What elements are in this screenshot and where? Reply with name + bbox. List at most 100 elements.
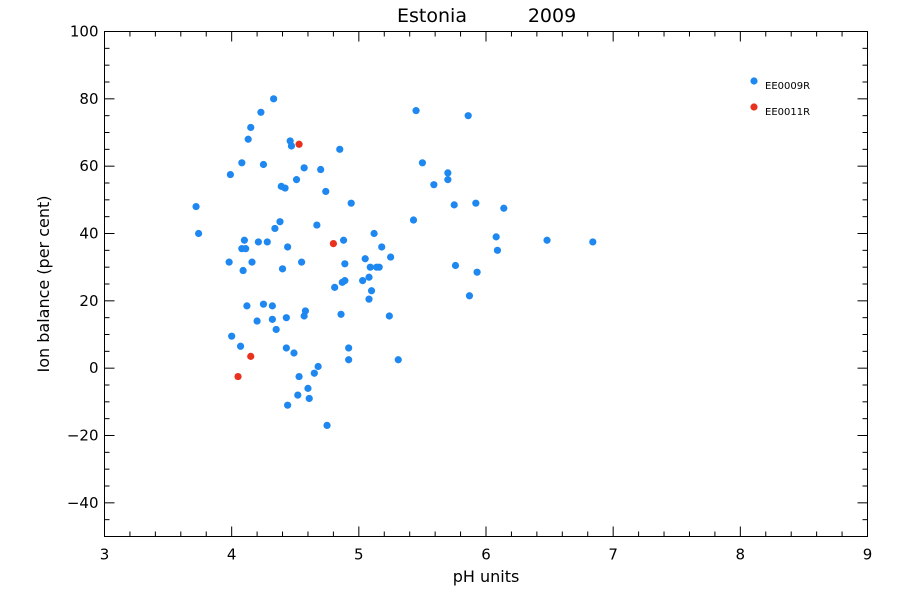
- y-tick-label: 100: [70, 23, 99, 41]
- data-point-ee0009r: [290, 349, 298, 357]
- y-tick-label: 80: [79, 90, 98, 108]
- data-point-ee0009r: [314, 362, 322, 371]
- data-point-ee0009r: [464, 112, 472, 120]
- data-point-ee0009r: [192, 202, 200, 211]
- data-point-ee0009r: [378, 243, 386, 251]
- x-tick-label: 4: [227, 546, 237, 564]
- data-point-ee0009r: [339, 236, 348, 244]
- data-point-ee0009r: [244, 135, 252, 143]
- y-axis-label: Ion balance (per cent): [34, 195, 53, 372]
- data-point-ee0009r: [370, 229, 378, 238]
- axis-tick-labels: 3 4 5 6 7 8 9 −40 −20 0 20 40 60 80 100: [67, 23, 872, 564]
- data-point-ee0009r: [195, 229, 203, 238]
- y-tick-label: −40: [67, 494, 99, 512]
- data-point-ee0009r: [259, 160, 268, 169]
- y-tick-label: 20: [79, 292, 98, 310]
- data-point-ee0009r: [313, 221, 321, 229]
- data-point-ee0009r: [254, 238, 262, 246]
- data-point-ee0009r: [247, 123, 255, 132]
- data-point-ee0009r: [409, 216, 418, 224]
- data-point-ee0009r: [322, 187, 330, 196]
- chart-title: Estonia: [397, 5, 467, 27]
- data-point-ee0009r: [444, 176, 452, 184]
- data-point-ee0009r: [300, 164, 308, 172]
- data-point-ee0009r: [337, 310, 345, 318]
- data-point-ee0009r: [394, 356, 402, 364]
- data-point-ee0009r: [257, 108, 265, 116]
- data-point-ee0011r: [234, 372, 242, 381]
- data-point-ee0009r: [365, 295, 373, 303]
- legend-marker: [750, 77, 758, 85]
- data-points: [192, 95, 597, 429]
- data-point-ee0009r: [492, 233, 500, 241]
- x-tick-label: 9: [863, 546, 873, 564]
- data-point-ee0009r: [493, 246, 502, 254]
- data-point-ee0009r: [238, 159, 246, 167]
- data-point-ee0009r: [450, 201, 458, 209]
- y-tick-label: 40: [79, 225, 98, 243]
- x-tick-label: 5: [354, 546, 364, 564]
- x-axis-label: pH units: [453, 567, 520, 586]
- y-tick-label: 60: [79, 157, 98, 175]
- data-point-ee0009r: [284, 401, 292, 409]
- data-point-ee0009r: [323, 421, 331, 429]
- data-point-ee0009r: [243, 302, 251, 310]
- data-point-ee0009r: [451, 261, 460, 270]
- legend: EE0009R EE0011R: [750, 77, 810, 118]
- data-point-ee0009r: [361, 255, 369, 263]
- data-point-ee0009r: [298, 258, 306, 266]
- data-point-ee0009r: [263, 238, 271, 246]
- x-tick-label: 3: [100, 546, 110, 564]
- data-point-ee0009r: [345, 344, 353, 352]
- y-tick-label: −20: [67, 427, 99, 445]
- data-point-ee0009r: [278, 265, 287, 273]
- data-point-ee0009r: [345, 356, 353, 364]
- data-point-ee0009r: [268, 315, 276, 323]
- data-point-ee0009r: [418, 159, 427, 167]
- data-point-ee0009r: [365, 273, 373, 281]
- y-tick-label: 0: [89, 359, 99, 377]
- data-point-ee0009r: [270, 95, 278, 103]
- data-point-ee0009r: [239, 266, 247, 275]
- data-point-ee0009r: [412, 107, 420, 115]
- data-point-ee0009r: [387, 253, 395, 261]
- data-point-ee0009r: [292, 176, 301, 184]
- data-point-ee0009r: [385, 312, 393, 320]
- data-point-ee0009r: [347, 199, 355, 207]
- data-point-ee0009r: [226, 170, 234, 179]
- x-tick-label: 8: [736, 546, 746, 564]
- data-point-ee0011r: [247, 352, 255, 360]
- data-point-ee0009r: [305, 394, 313, 403]
- data-point-ee0009r: [281, 184, 289, 192]
- data-point-ee0009r: [430, 181, 438, 189]
- data-point-ee0009r: [331, 283, 339, 291]
- legend-label: EE0009R: [765, 81, 810, 92]
- data-point-ee0009r: [287, 142, 296, 150]
- data-point-ee0009r: [444, 169, 452, 177]
- data-point-ee0009r: [304, 384, 312, 392]
- data-point-ee0009r: [253, 317, 261, 325]
- data-point-ee0009r: [284, 243, 292, 251]
- data-point-ee0009r: [336, 145, 344, 153]
- data-point-ee0009r: [240, 236, 248, 244]
- data-point-ee0009r: [465, 292, 474, 300]
- data-point-ee0009r: [301, 307, 310, 315]
- data-point-ee0009r: [317, 165, 325, 174]
- data-point-ee0009r: [294, 391, 302, 399]
- axis-ticks: [104, 31, 868, 537]
- legend-label: EE0011R: [765, 107, 810, 118]
- data-point-ee0009r: [375, 263, 383, 271]
- data-point-ee0009r: [366, 263, 374, 271]
- data-point-ee0009r: [228, 332, 236, 340]
- data-point-ee0009r: [236, 342, 245, 350]
- data-point-ee0009r: [242, 245, 250, 253]
- data-point-ee0009r: [271, 224, 279, 233]
- data-point-ee0009r: [259, 300, 268, 308]
- data-point-ee0011r: [295, 140, 303, 148]
- data-point-ee0009r: [589, 238, 597, 246]
- data-point-ee0009r: [276, 218, 284, 226]
- data-point-ee0009r: [225, 258, 233, 266]
- data-point-ee0009r: [341, 260, 349, 268]
- data-point-ee0009r: [500, 204, 508, 212]
